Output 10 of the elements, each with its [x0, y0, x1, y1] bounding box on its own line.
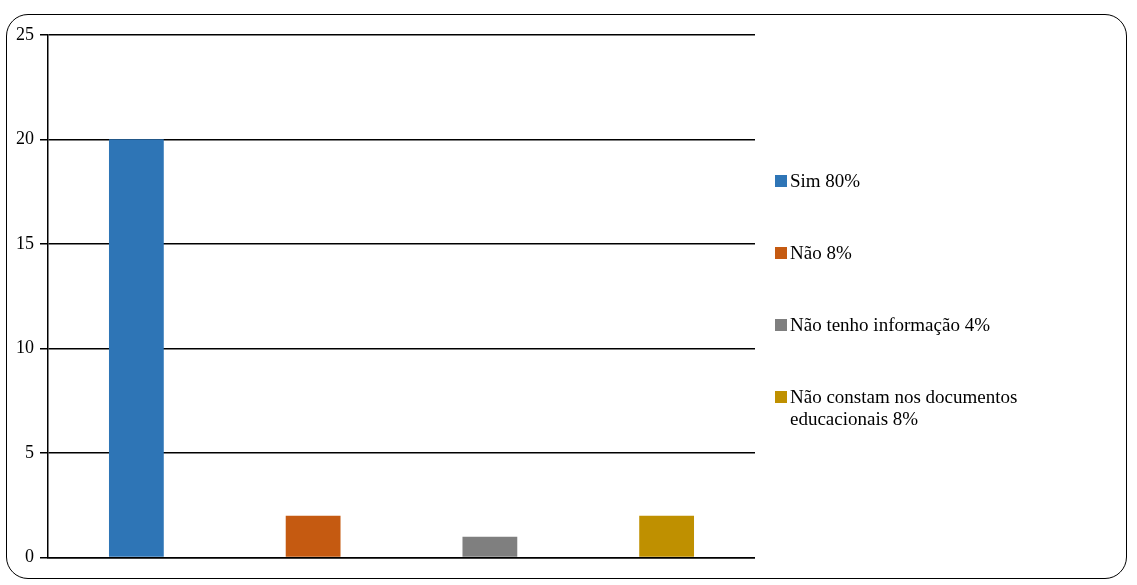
legend-label: Não tenho informação 4% [790, 314, 990, 336]
y-tick-label: 10 [16, 337, 34, 358]
legend-label: Sim 80% [790, 170, 861, 192]
y-tick-label: 5 [25, 441, 34, 462]
y-tick-label: 15 [16, 232, 34, 253]
legend-label: Não 8% [790, 242, 852, 264]
y-tick-label: 20 [16, 128, 34, 149]
legend-label: Não constam nos documentos educacionais 8% [790, 386, 1019, 430]
y-tick-label: 25 [16, 23, 34, 44]
y-tick-label: 0 [25, 546, 34, 567]
